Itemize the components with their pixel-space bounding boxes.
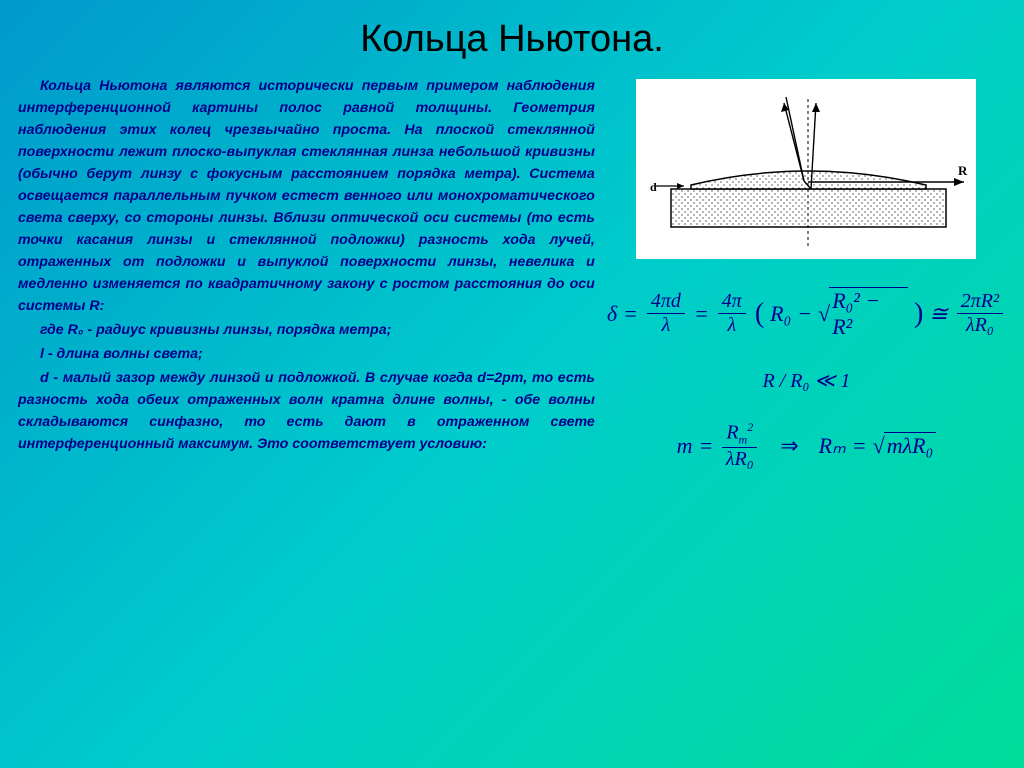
formula-delta: δ = 4πd λ = 4π λ ( R₀ − R₀² − R² ) ≅ 2πR… [607,287,1006,340]
text-column: Кольца Ньютона являются исторически перв… [18,75,607,470]
frac-1: 4πd λ [647,291,685,336]
paren-right: ) [914,298,923,330]
content-area: Кольца Ньютона являются исторически перв… [0,75,1024,470]
formula-m: m = Rm2 λR₀ ⇒ Rₘ = mλR₀ [677,421,937,470]
paragraph-4: d - малый зазор между линзой и подложкой… [18,367,595,455]
sqrt2-rad: mλR₀ [884,432,937,459]
figure-column: R d δ = 4πd λ = 4π λ ( R₀ − R₀² − R² [607,75,1006,470]
lens-diagram: R d [636,79,976,259]
delta-symbol: δ [607,301,617,327]
frac4-den: λR₀ [726,448,754,470]
frac-4: Rm2 λR₀ [722,421,757,470]
paragraph-1: Кольца Ньютона являются исторически перв… [18,75,595,317]
frac2-den: λ [727,314,736,336]
frac1-den: λ [662,314,671,336]
sqrt1-rad: R₀² − R² [829,287,908,340]
sqrt-2: mλR₀ [873,432,937,459]
frac1-num: 4πd [647,291,685,314]
frac4-num: Rm2 [722,421,757,448]
frac3-den: λR₀ [966,314,994,336]
paragraph-3: l - длина волны света; [18,343,595,365]
frac3-num: 2πR² [957,291,1003,314]
implies-arrow: ⇒ [780,433,798,459]
equals-3: = [698,433,713,459]
frac2-num: 4π [718,291,746,314]
frac-2: 4π λ [718,291,746,336]
R-label: R [958,163,968,178]
sqrt-1: R₀² − R² [818,287,908,340]
equals-1: = [623,301,638,327]
formula-ratio: R / R₀ ≪ 1 [762,368,850,393]
m-symbol: m [677,433,693,459]
frac-3: 2πR² λR₀ [957,291,1003,336]
paragraph-2: где R₀ - радиус кривизны линзы, порядка … [18,319,595,341]
page-title: Кольца Ньютона. [0,0,1024,75]
Rm-symbol: Rₘ [819,433,846,459]
approx-symbol: ≅ [929,301,947,327]
equals-2: = [694,301,709,327]
d-label: d [650,180,657,194]
paren-left: ( [755,298,764,330]
minus: − [797,301,812,327]
equals-4: = [852,433,867,459]
R0-term: R₀ [770,301,791,327]
